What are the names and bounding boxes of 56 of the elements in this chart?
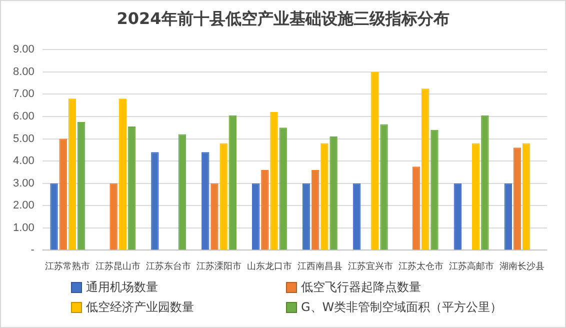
bar: [220, 143, 228, 250]
bar: [522, 143, 530, 250]
bar: [77, 122, 86, 250]
y-tick-label: 5.00: [12, 132, 34, 145]
x-tick-label: 江苏宜兴市: [348, 261, 393, 272]
bar: [202, 152, 210, 250]
y-tick-label: 7.00: [12, 88, 34, 100]
bar: [261, 170, 269, 250]
bar: [228, 115, 236, 250]
bar: [481, 115, 489, 250]
bar: [412, 166, 420, 250]
x-tick-label: 江苏昆山市: [96, 261, 141, 272]
bar: [270, 112, 278, 250]
bar: [352, 183, 361, 250]
bar: [118, 98, 126, 250]
y-tick-label: 4.00: [12, 155, 34, 168]
x-tick-label: 湖南长沙县: [499, 261, 544, 272]
x-tick-label: 江苏太仓市: [398, 261, 444, 272]
bar: [371, 72, 379, 250]
x-tick-label: 江苏常熟市: [45, 261, 90, 272]
y-tick-label: 1.00: [12, 222, 34, 234]
bar: [513, 148, 522, 250]
y-tick-label: 9.00: [12, 44, 34, 56]
legend-label: 低空经济产业园数量: [86, 299, 194, 316]
bar: [422, 88, 430, 250]
bar: [178, 134, 186, 250]
y-tick-label: -: [30, 244, 35, 256]
legend-label: 通用机场数量: [86, 279, 158, 296]
x-tick-label: 江苏高邮市: [448, 261, 494, 272]
bar: [110, 183, 118, 250]
y-tick-label: 6.00: [12, 110, 34, 122]
y-tick-label: 8.00: [12, 66, 34, 78]
y-tick-label: 3.00: [12, 177, 34, 190]
bar: [210, 183, 218, 250]
chart-title: 2024年前十县低空产业基础设施三级指标分布: [116, 9, 450, 30]
bar: [320, 143, 328, 250]
bar: [472, 143, 480, 250]
bar: [68, 98, 76, 250]
bar: [151, 152, 159, 250]
x-tick-label: 山东龙口市: [246, 261, 292, 272]
bar: [330, 136, 338, 250]
bar: [504, 183, 512, 250]
bar: [454, 183, 462, 250]
bar: [59, 138, 67, 250]
x-tick-label: 江西南昌县: [297, 261, 342, 272]
bar: [380, 124, 388, 250]
bar: [252, 183, 260, 250]
x-tick-label: 江苏东台市: [146, 261, 192, 272]
bar: [312, 170, 320, 250]
legend-label: G、W类非管制空域面积（平方公里）: [301, 299, 502, 316]
bar: [430, 130, 438, 250]
y-tick-label: 2.00: [12, 200, 34, 212]
x-tick-label: 江苏溧阳市: [196, 261, 242, 272]
legend-label: 低空飞行器起降点数量: [301, 279, 421, 296]
bar: [50, 183, 58, 250]
bar: [302, 183, 310, 250]
